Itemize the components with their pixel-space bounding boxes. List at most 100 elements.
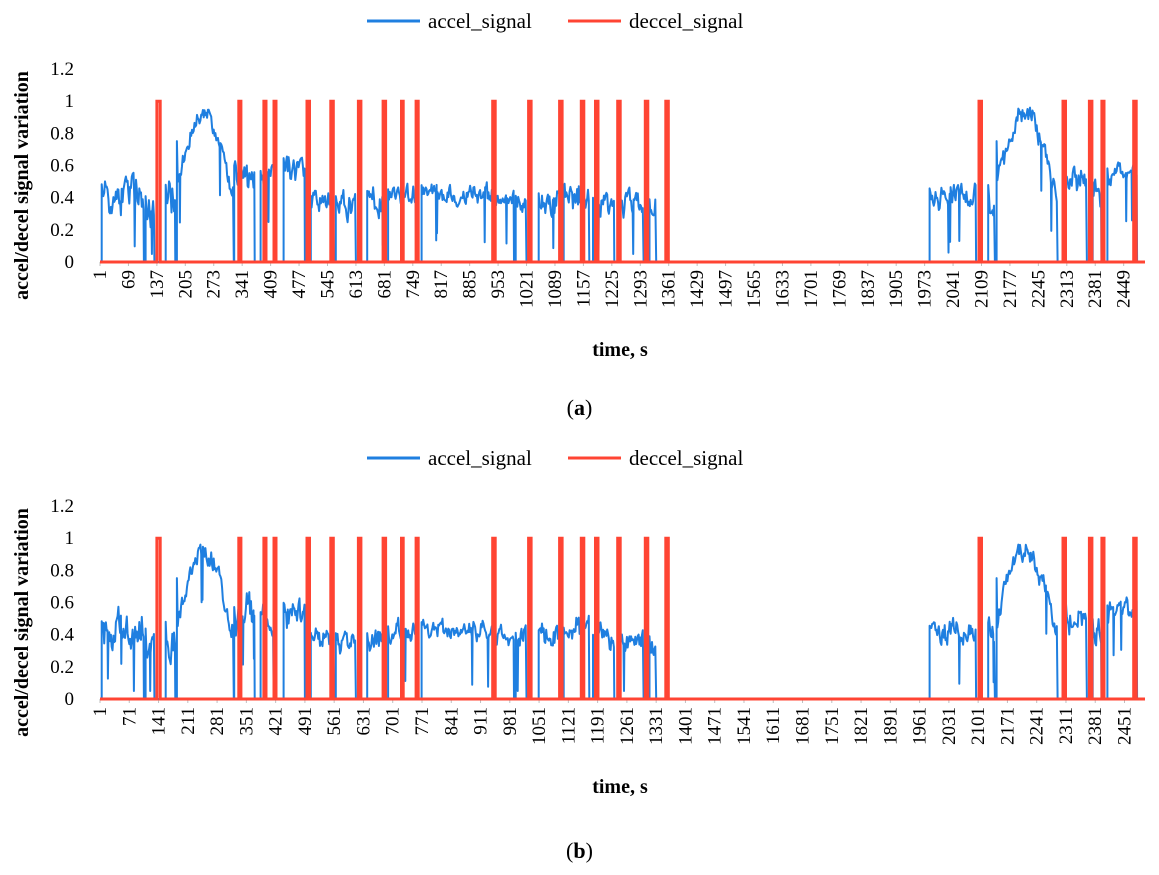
x-tick-label: 1961 [910, 707, 931, 745]
x-tick-label: 841 [441, 707, 462, 736]
x-tick-label: 409 [261, 270, 282, 299]
x-tick-label: 421 [266, 707, 287, 736]
x-tick-label: 273 [204, 270, 225, 299]
x-tick-label: 1361 [659, 270, 680, 308]
x-axis-title: time, s [592, 339, 648, 361]
x-tick-label: 1089 [545, 270, 566, 308]
legend: accel_signal deccel_signal [367, 446, 743, 470]
x-tick-label: 771 [412, 707, 433, 736]
x-tick-label: 491 [295, 707, 316, 736]
x-tick-label: 211 [178, 707, 199, 735]
y-tick-label: 0.6 [50, 156, 74, 177]
legend-label-deccel: deccel_signal [629, 446, 743, 470]
x-tick-label: 281 [207, 707, 228, 736]
x-tick-label: 1331 [646, 707, 667, 745]
x-tick-label: 885 [460, 270, 481, 299]
y-tick-label: 0.4 [50, 188, 74, 209]
x-tick-label: 2381 [1085, 270, 1106, 308]
x-tick-label: 1701 [801, 270, 822, 308]
y-tick-label: 1.2 [50, 59, 74, 80]
x-tick-label: 561 [324, 707, 345, 736]
y-tick-label: 1 [65, 91, 75, 112]
x-tick-label: 1157 [573, 270, 594, 307]
chart-panel-b: accel_signal deccel_signal 0 0.2 0.4 0.6 0.8 1 1… [0, 437, 1159, 874]
x-tick-label: 1905 [886, 270, 907, 308]
x-tick-label: 631 [353, 707, 374, 736]
x-tick-label: 1021 [517, 270, 538, 308]
panel-label-b: b [573, 838, 586, 863]
x-tick-label: 2171 [997, 707, 1018, 745]
x-tick-label: 2177 [1000, 270, 1021, 308]
panel-caption-b: (b) [566, 838, 593, 863]
x-tick-label: 749 [403, 270, 424, 299]
series-line-deccel [100, 536, 1145, 701]
series-line-deccel [100, 99, 1145, 264]
legend-label-accel: accel_signal [428, 446, 532, 470]
x-tick-label: 141 [149, 707, 170, 736]
x-tick-label: 1471 [705, 707, 726, 745]
line-chart-b: accel_signal deccel_signal00.20.40.60.811… [11, 446, 1145, 798]
line-chart-a: accel_signal deccel_signal00.20.40.60.811… [11, 9, 1145, 361]
x-tick-label: 953 [488, 270, 509, 299]
x-tick-label: 681 [374, 270, 395, 299]
legend: accel_signal deccel_signal [367, 9, 743, 33]
x-tick-label: 2311 [1056, 707, 1077, 744]
x-tick-label: 205 [175, 270, 196, 299]
x-tick-label: 1191 [588, 707, 609, 744]
x-tick-label: 1837 [858, 270, 879, 308]
x-tick-label: 1 [90, 270, 111, 280]
x-tick-label: 2241 [1027, 707, 1048, 745]
x-tick-label: 69 [118, 270, 139, 289]
x-tick-label: 1565 [744, 270, 765, 308]
y-tick-label: 0.8 [50, 560, 74, 581]
x-tick-label: 2245 [1028, 270, 1049, 308]
x-tick-label: 1973 [915, 270, 936, 308]
x-tick-label: 1769 [829, 270, 850, 308]
chart-panel-a: accel_signal deccel_signal 0 0.2 0.4 0.6 0.8 1 1… [0, 0, 1159, 437]
panel-caption-a: (a) [566, 395, 593, 420]
series-line-accel [100, 543, 1145, 700]
y-axis-title: accel/decel signal variation [11, 508, 33, 737]
y-tick-label: 0.2 [50, 657, 74, 678]
x-tick-label: 1 [90, 707, 111, 717]
y-tick-label: 1 [65, 528, 75, 549]
x-tick-label: 341 [232, 270, 253, 299]
x-tick-label: 2041 [943, 270, 964, 308]
x-tick-label: 2451 [1115, 707, 1136, 745]
x-tick-label: 2101 [968, 707, 989, 745]
x-tick-label: 1261 [617, 707, 638, 745]
y-tick-label: 0.2 [50, 220, 74, 241]
x-tick-label: 1891 [880, 707, 901, 745]
legend-label-deccel: deccel_signal [629, 9, 743, 33]
x-tick-label: 2109 [971, 270, 992, 308]
x-tick-label: 1225 [602, 270, 623, 308]
x-tick-label: 71 [119, 707, 140, 726]
x-tick-label: 1293 [630, 270, 651, 308]
x-tick-label: 2381 [1085, 707, 1106, 745]
x-tick-label: 2313 [1057, 270, 1078, 308]
y-tick-label: 0 [65, 689, 75, 710]
x-tick-label: 351 [236, 707, 257, 736]
x-tick-label: 911 [471, 707, 492, 735]
y-tick-label: 0.4 [50, 625, 74, 646]
x-tick-label: 1497 [716, 270, 737, 308]
x-tick-label: 981 [500, 707, 521, 736]
x-tick-label: 701 [383, 707, 404, 736]
series-line-accel [100, 106, 1145, 263]
x-tick-label: 1541 [734, 707, 755, 745]
x-tick-label: 1751 [822, 707, 843, 745]
x-tick-label: 817 [431, 270, 452, 299]
x-tick-label: 2031 [939, 707, 960, 745]
y-tick-label: 0 [65, 252, 75, 273]
y-tick-label: 0.8 [50, 123, 74, 144]
y-axis-title: accel/decel signal variation [11, 71, 33, 300]
x-tick-label: 2449 [1114, 270, 1135, 308]
x-tick-label: 137 [147, 270, 168, 299]
x-tick-label: 1051 [529, 707, 550, 745]
y-tick-label: 0.6 [50, 593, 74, 614]
x-tick-label: 545 [317, 270, 338, 299]
x-tick-label: 1429 [687, 270, 708, 308]
panel-label-a: a [574, 395, 585, 420]
x-tick-label: 1633 [772, 270, 793, 308]
x-tick-label: 613 [346, 270, 367, 299]
